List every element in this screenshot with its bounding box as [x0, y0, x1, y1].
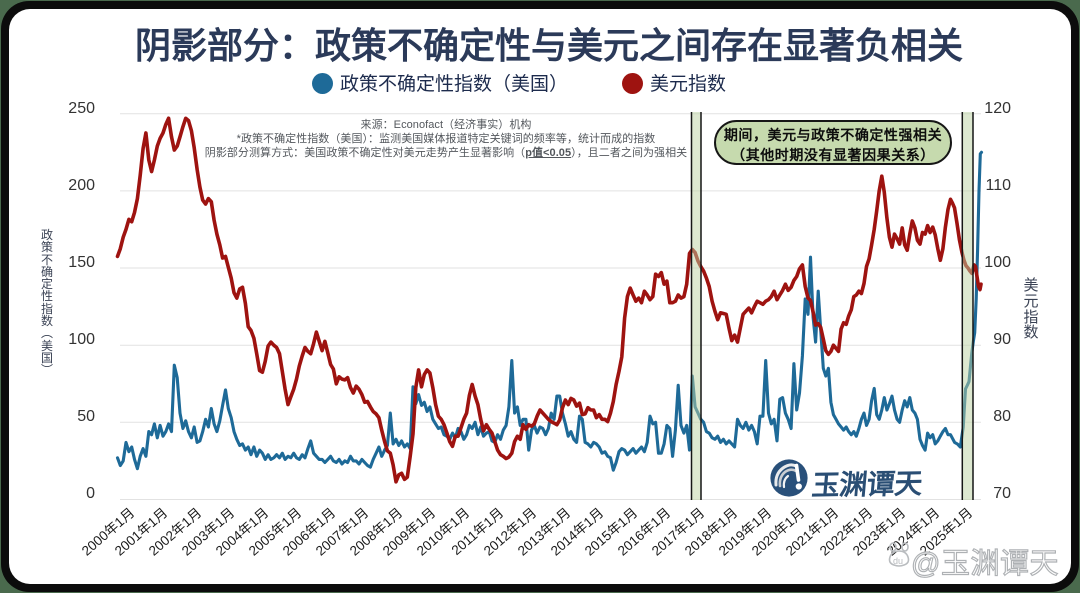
svg-text:du: du	[893, 556, 903, 566]
